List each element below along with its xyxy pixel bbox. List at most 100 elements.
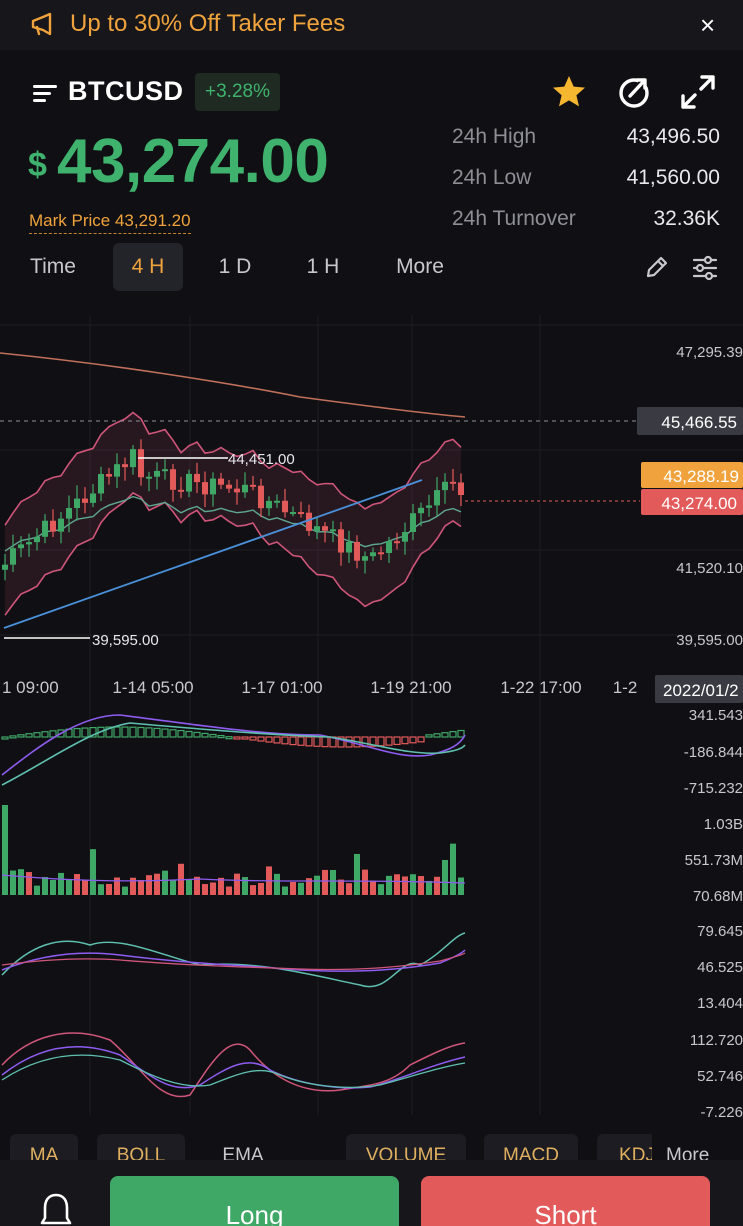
candle xyxy=(282,500,288,513)
tab-more[interactable]: More xyxy=(396,255,444,278)
volume-bar xyxy=(426,880,432,895)
volume-bar xyxy=(290,881,296,895)
volume-axis-label: 551.73M xyxy=(685,852,743,869)
promo-banner[interactable]: Up to 30% Off Taker Fees × xyxy=(0,0,743,50)
macd-axis-label: -715.232 xyxy=(684,780,743,797)
candle xyxy=(130,449,136,468)
candle xyxy=(450,481,456,484)
candle xyxy=(90,493,96,503)
macd-bar xyxy=(233,736,241,740)
volume-bar xyxy=(370,880,376,895)
long-button[interactable]: Long xyxy=(110,1176,399,1226)
close-icon[interactable]: × xyxy=(700,10,716,40)
candle xyxy=(146,476,152,479)
volume-bar xyxy=(458,877,464,895)
volume-bar xyxy=(298,882,304,895)
sliders-icon[interactable] xyxy=(691,254,719,282)
candle xyxy=(162,469,168,472)
candle xyxy=(50,520,56,532)
macd-bar xyxy=(33,732,41,738)
stat-label: 24h Turnover xyxy=(452,207,576,230)
stats-panel: 24h High 43,496.50 24h Low 41,560.00 24h… xyxy=(452,125,720,248)
menu-icon[interactable] xyxy=(33,82,59,102)
chart-canvas[interactable]: 44,451.00 39,595.00 47,295.39 41,520.10 39,… xyxy=(0,305,743,1130)
candle xyxy=(330,529,336,532)
volume-bar xyxy=(202,884,208,895)
date-tag xyxy=(655,675,743,703)
last-price-tag-label: 43,274.00 xyxy=(661,494,737,513)
macd-bar xyxy=(161,728,169,738)
bell-icon[interactable] xyxy=(37,1192,75,1226)
candle xyxy=(402,531,408,542)
chart-grid xyxy=(0,315,743,1115)
macd-bar xyxy=(449,731,457,738)
stat-24h-low: 24h Low 41,560.00 xyxy=(452,166,720,207)
long-ma-line xyxy=(0,352,466,418)
kdj-d-line xyxy=(1,949,466,972)
macd-dea-line xyxy=(1,722,466,786)
macd-bar xyxy=(337,736,345,748)
candle xyxy=(98,474,104,494)
volume-bar xyxy=(10,870,16,895)
macd-bar xyxy=(137,726,145,738)
candle xyxy=(34,536,40,543)
fullscreen-icon[interactable] xyxy=(678,72,718,112)
price-chart[interactable]: 44,451.00 39,595.00 47,295.39 41,520.10 39,… xyxy=(0,305,743,1130)
volume-bar xyxy=(346,883,352,895)
macd-axis-label: 341.543 xyxy=(689,707,743,724)
volume-bar xyxy=(322,869,328,895)
candle xyxy=(178,489,184,492)
tab-1h[interactable]: 1 H xyxy=(306,255,340,278)
candle xyxy=(218,478,224,485)
macd-bar xyxy=(313,736,321,747)
star-icon[interactable] xyxy=(549,72,589,112)
macd-bar xyxy=(17,734,25,738)
stat-24h-high: 24h High 43,496.50 xyxy=(452,125,720,166)
mark-price[interactable]: Mark Price 43,291.20 xyxy=(29,211,191,234)
tab-4h[interactable]: 4 H xyxy=(113,243,183,291)
kdj-k-line xyxy=(1,932,466,988)
pencil-icon[interactable] xyxy=(644,254,670,280)
mark-price-tag-label: 43,288.19 xyxy=(663,467,739,486)
macd-bar xyxy=(249,736,257,741)
volume-bar xyxy=(50,879,56,895)
wr-line-2 xyxy=(1,1046,466,1089)
candle xyxy=(314,526,320,531)
stat-value: 43,496.50 xyxy=(626,125,720,148)
volume-bar xyxy=(314,875,320,895)
volume-bar xyxy=(410,874,416,895)
candle xyxy=(442,481,448,491)
macd-bar xyxy=(385,736,393,746)
kdj-axis-label: 46.525 xyxy=(697,959,743,976)
short-button[interactable]: Short xyxy=(421,1176,710,1226)
tab-time[interactable]: Time xyxy=(30,255,76,278)
volume-bar xyxy=(122,886,128,895)
trend-line xyxy=(3,479,423,629)
volume-bar xyxy=(378,884,384,895)
stat-value: 32.36K xyxy=(653,207,720,230)
macd-bar xyxy=(257,736,265,742)
volume-bar xyxy=(34,885,40,895)
volume-bar xyxy=(306,878,312,895)
macd-bar xyxy=(297,736,305,746)
refresh-chart-icon[interactable] xyxy=(614,72,654,112)
volume-bar xyxy=(106,883,112,895)
wr-line-1 xyxy=(1,1032,466,1098)
stat-24h-turnover: 24h Turnover 32.36K xyxy=(452,207,720,248)
candle xyxy=(434,490,440,506)
volume-bar xyxy=(386,875,392,895)
candle xyxy=(306,512,312,531)
macd-bar xyxy=(377,736,385,747)
candle xyxy=(370,552,376,557)
tab-1d[interactable]: 1 D xyxy=(218,255,252,278)
macd-bar xyxy=(81,727,89,738)
volume-bar xyxy=(282,886,288,895)
candle xyxy=(386,541,392,553)
macd-axis-label: -186.844 xyxy=(684,744,743,761)
macd-bar xyxy=(153,727,161,738)
macd-bar xyxy=(457,729,465,738)
candle xyxy=(322,526,328,531)
symbol-title[interactable]: BTCUSD xyxy=(68,76,184,106)
mark-price-tag xyxy=(641,462,743,488)
macd-bar xyxy=(289,736,297,746)
